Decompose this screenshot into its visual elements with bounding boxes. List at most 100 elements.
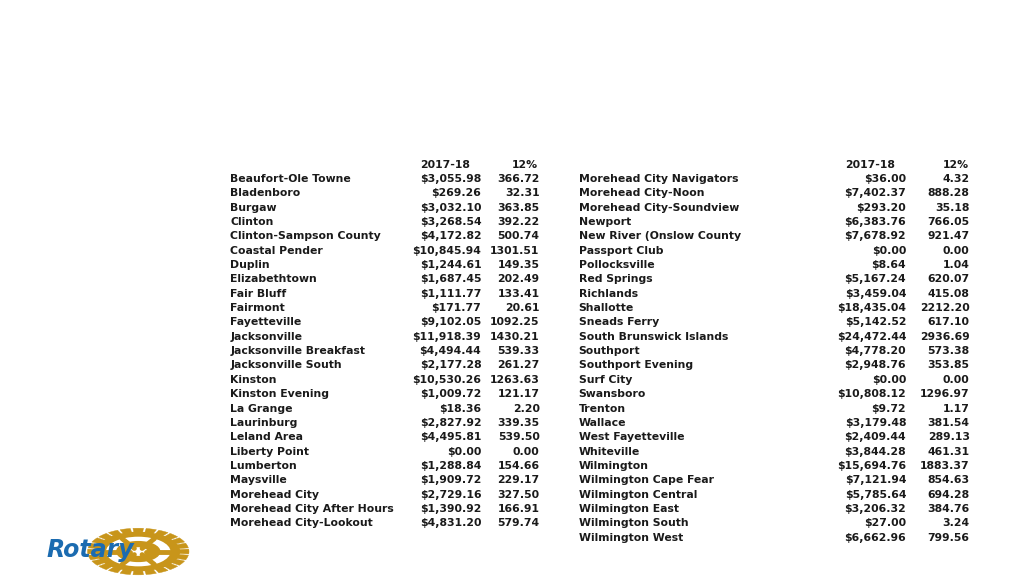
Text: 617.10: 617.10 bbox=[928, 317, 970, 327]
Text: 381.54: 381.54 bbox=[928, 418, 970, 428]
Text: 1092.25: 1092.25 bbox=[490, 317, 540, 327]
Text: 1301.51: 1301.51 bbox=[490, 245, 540, 256]
Wedge shape bbox=[133, 528, 143, 533]
Text: Morehead City After Hours: Morehead City After Hours bbox=[230, 504, 394, 514]
Text: Duplin: Duplin bbox=[230, 260, 270, 270]
Wedge shape bbox=[176, 543, 188, 548]
Text: $3,268.54: $3,268.54 bbox=[420, 217, 481, 227]
Text: 1.17: 1.17 bbox=[943, 404, 970, 414]
Text: Whiteville: Whiteville bbox=[579, 446, 640, 457]
Text: 2212.20: 2212.20 bbox=[920, 303, 970, 313]
Text: $10,530.26: $10,530.26 bbox=[413, 375, 481, 385]
Text: Pollocksville: Pollocksville bbox=[579, 260, 654, 270]
Text: 289.13: 289.13 bbox=[928, 432, 970, 442]
Text: Maysville: Maysville bbox=[230, 475, 287, 486]
Text: 2936.69: 2936.69 bbox=[920, 332, 970, 342]
Wedge shape bbox=[109, 567, 122, 573]
Text: 620.07: 620.07 bbox=[928, 274, 970, 285]
Text: $2,409.44: $2,409.44 bbox=[845, 432, 906, 442]
Wedge shape bbox=[98, 563, 113, 570]
Text: 0.00: 0.00 bbox=[513, 446, 540, 457]
Text: Fayetteville: Fayetteville bbox=[230, 317, 302, 327]
Text: Wilmington East: Wilmington East bbox=[579, 504, 679, 514]
Text: 32.31: 32.31 bbox=[505, 188, 540, 198]
Text: Beaufort-Ole Towne: Beaufort-Ole Towne bbox=[230, 174, 351, 184]
Text: Passport Club: Passport Club bbox=[579, 245, 664, 256]
Wedge shape bbox=[98, 533, 113, 540]
Text: 35.18: 35.18 bbox=[935, 203, 970, 213]
Text: Liberty Point: Liberty Point bbox=[230, 446, 309, 457]
Text: $2,827.92: $2,827.92 bbox=[420, 418, 481, 428]
Text: $2,177.28: $2,177.28 bbox=[420, 361, 481, 370]
Text: 1430.21: 1430.21 bbox=[490, 332, 540, 342]
Text: $15,694.76: $15,694.76 bbox=[837, 461, 906, 471]
Text: $4,172.82: $4,172.82 bbox=[420, 232, 481, 241]
Text: Swansboro: Swansboro bbox=[579, 389, 646, 399]
Wedge shape bbox=[144, 529, 157, 534]
Text: 363.85: 363.85 bbox=[498, 203, 540, 213]
Text: 261.27: 261.27 bbox=[498, 361, 540, 370]
Text: $3,032.10: $3,032.10 bbox=[420, 203, 481, 213]
Wedge shape bbox=[164, 563, 178, 570]
Text: 573.38: 573.38 bbox=[928, 346, 970, 356]
Wedge shape bbox=[92, 559, 105, 565]
Text: 121.17: 121.17 bbox=[498, 389, 540, 399]
Text: 339.35: 339.35 bbox=[498, 418, 540, 428]
Text: $0.00: $0.00 bbox=[871, 375, 906, 385]
Text: $1,288.84: $1,288.84 bbox=[420, 461, 481, 471]
Text: 854.63: 854.63 bbox=[928, 475, 970, 486]
Text: $9,102.05: $9,102.05 bbox=[420, 317, 481, 327]
Text: 2017-18: 2017-18 bbox=[846, 160, 895, 169]
Text: Jacksonville: Jacksonville bbox=[230, 332, 302, 342]
Text: Surf City: Surf City bbox=[579, 375, 632, 385]
Text: 229.17: 229.17 bbox=[498, 475, 540, 486]
Text: $3,459.04: $3,459.04 bbox=[845, 289, 906, 299]
Text: 149.35: 149.35 bbox=[498, 260, 540, 270]
Text: Kinston Evening: Kinston Evening bbox=[230, 389, 330, 399]
Text: $2,948.76: $2,948.76 bbox=[845, 361, 906, 370]
Text: $3,179.48: $3,179.48 bbox=[845, 418, 906, 428]
Text: 133.41: 133.41 bbox=[498, 289, 540, 299]
Text: $1,244.61: $1,244.61 bbox=[420, 260, 481, 270]
Wedge shape bbox=[171, 559, 184, 565]
Text: 2017-18: 2017-18 bbox=[421, 160, 470, 169]
Wedge shape bbox=[133, 570, 143, 575]
Text: Southport Evening: Southport Evening bbox=[579, 361, 692, 370]
Text: Morehead City-Noon: Morehead City-Noon bbox=[579, 188, 705, 198]
Wedge shape bbox=[87, 549, 97, 554]
Text: $18.36: $18.36 bbox=[439, 404, 481, 414]
Wedge shape bbox=[176, 555, 188, 560]
Text: Lumberton: Lumberton bbox=[230, 461, 297, 471]
Wedge shape bbox=[155, 567, 168, 573]
Text: $1,687.45: $1,687.45 bbox=[420, 274, 481, 285]
Text: $7,678.92: $7,678.92 bbox=[845, 232, 906, 241]
Text: $9.72: $9.72 bbox=[871, 404, 906, 414]
Wedge shape bbox=[109, 530, 122, 536]
Text: Jacksonville South: Jacksonville South bbox=[230, 361, 342, 370]
Text: Wallace: Wallace bbox=[579, 418, 626, 428]
Text: Burgaw: Burgaw bbox=[230, 203, 276, 213]
Text: $5,142.52: $5,142.52 bbox=[845, 317, 906, 327]
Text: $27.00: $27.00 bbox=[864, 518, 906, 528]
Text: 12%: 12% bbox=[512, 160, 539, 169]
Text: 461.31: 461.31 bbox=[928, 446, 970, 457]
Text: 4.32: 4.32 bbox=[943, 174, 970, 184]
Wedge shape bbox=[171, 538, 184, 544]
Text: 2.20: 2.20 bbox=[513, 404, 540, 414]
Text: Wilmington: Wilmington bbox=[579, 461, 648, 471]
Wedge shape bbox=[92, 538, 105, 544]
Text: Bladenboro: Bladenboro bbox=[230, 188, 301, 198]
Text: West Fayetteville: West Fayetteville bbox=[579, 432, 684, 442]
Text: $3,844.28: $3,844.28 bbox=[845, 446, 906, 457]
Text: 888.28: 888.28 bbox=[928, 188, 970, 198]
Text: 1883.37: 1883.37 bbox=[921, 461, 970, 471]
Text: 921.47: 921.47 bbox=[928, 232, 970, 241]
Circle shape bbox=[117, 541, 160, 562]
Text: $5,167.24: $5,167.24 bbox=[845, 274, 906, 285]
Text: Coastal Pender: Coastal Pender bbox=[230, 245, 324, 256]
Wedge shape bbox=[155, 530, 168, 536]
Text: $171.77: $171.77 bbox=[431, 303, 481, 313]
Text: $0.00: $0.00 bbox=[871, 245, 906, 256]
Text: Morehead City-Soundview: Morehead City-Soundview bbox=[579, 203, 738, 213]
Wedge shape bbox=[144, 569, 157, 575]
